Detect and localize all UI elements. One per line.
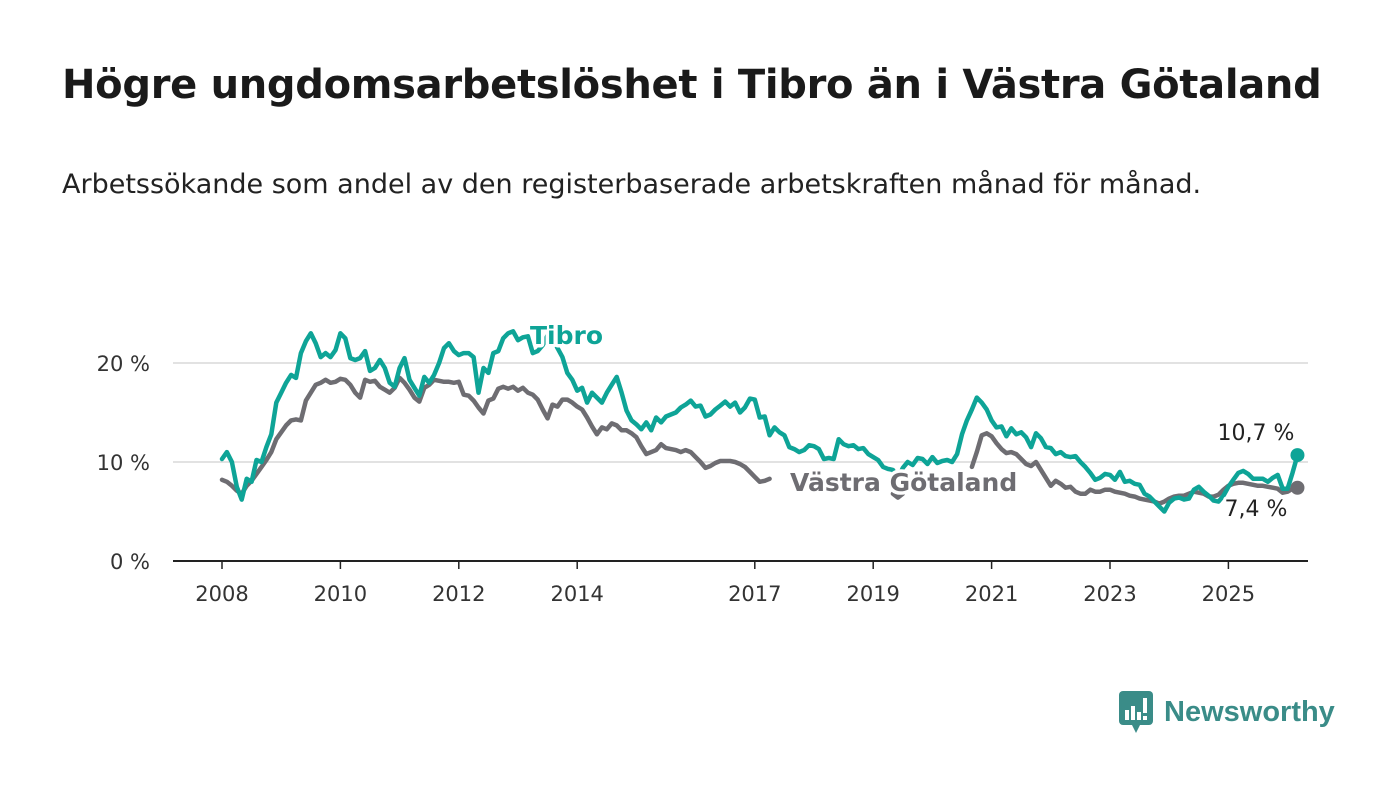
series-label-tibro-halo: Tibro xyxy=(530,321,603,350)
chart-subtitle: Arbetssökande som andel av den registerb… xyxy=(62,169,1202,200)
series-line-tibro xyxy=(219,329,1300,514)
x-tick-label: 2019 xyxy=(846,582,899,606)
brand-name: Newsworthy xyxy=(1164,695,1335,728)
bar-chart-bubble-icon xyxy=(1119,691,1153,733)
x-tick-label: 2025 xyxy=(1202,582,1255,606)
y-tick-label: 10 % xyxy=(97,451,150,475)
chart-title: Högre ungdomsarbetslöshet i Tibro än i V… xyxy=(62,62,1322,108)
endpoint-dot-vastra-gotaland xyxy=(1290,480,1305,495)
series-label-tibro: Tibro xyxy=(530,321,603,350)
endpoint-dot-tibro xyxy=(1290,448,1305,463)
end-label-tibro-halo: 10,7 % xyxy=(1218,421,1295,446)
x-tick-label: 2008 xyxy=(195,582,248,606)
x-tick-label: 2017 xyxy=(728,582,781,606)
series-line-vastra-gotaland xyxy=(219,375,772,496)
x-tick-label: 2014 xyxy=(550,582,603,606)
x-tick-label: 2010 xyxy=(314,582,367,606)
x-tick-label: 2012 xyxy=(432,582,485,606)
end-label-tibro: 10,7 % xyxy=(1218,421,1295,446)
y-tick-label: 0 % xyxy=(110,550,150,574)
x-axis-ticks: 2008 2010 2012 2014 2017 2019 2021 2023 2025 xyxy=(195,561,1255,606)
series-label-vastra-gotaland: Västra Götaland xyxy=(790,468,1017,497)
end-label-vastra-gotaland-halo: 7,4 % xyxy=(1225,497,1288,522)
y-axis-ticks: 0 % 10 % 20 % xyxy=(97,352,150,574)
x-tick-label: 2023 xyxy=(1083,582,1136,606)
series-line-vastra-gotaland xyxy=(890,491,906,500)
y-tick-label: 20 % xyxy=(97,352,150,376)
end-label-vastra-gotaland: 7,4 % xyxy=(1225,497,1288,522)
newsworthy-logo: Newsworthy xyxy=(1118,690,1335,734)
series-line-vastra-gotaland xyxy=(969,431,1300,506)
series-lines xyxy=(219,329,1305,514)
series-label-vastra-gotaland-halo: Västra Götaland xyxy=(790,468,1017,497)
x-tick-label: 2021 xyxy=(965,582,1018,606)
